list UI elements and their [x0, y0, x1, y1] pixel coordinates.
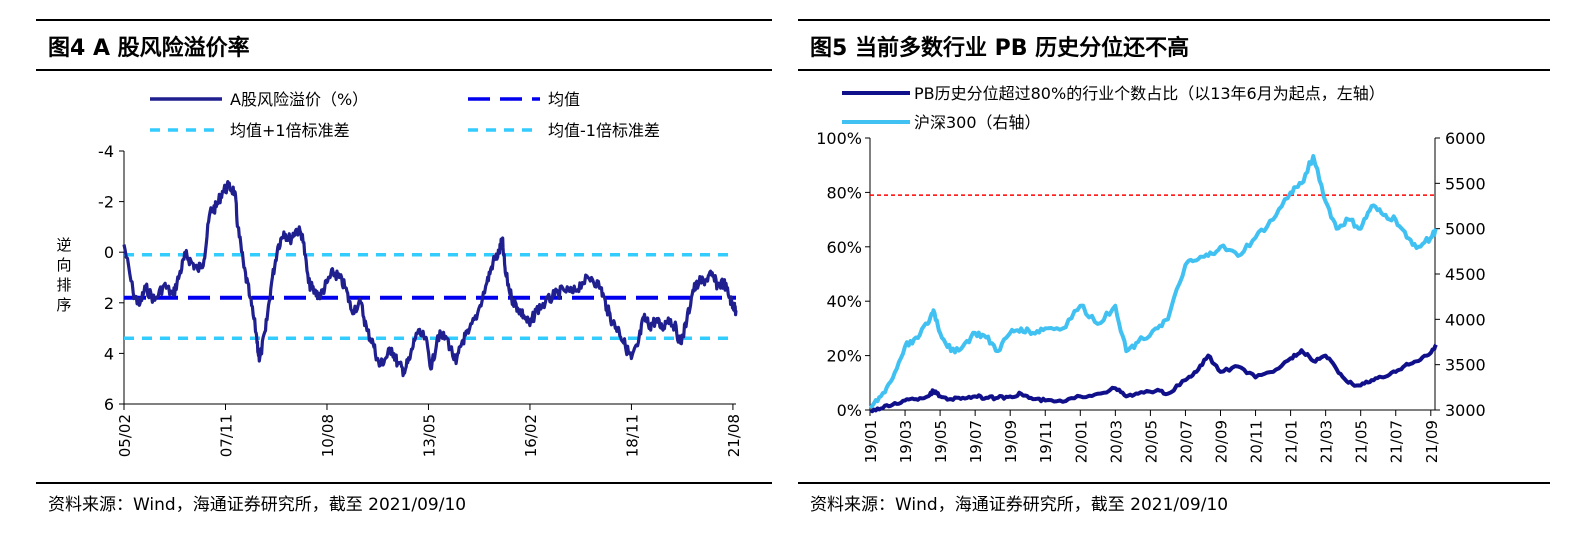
title-top-rule	[798, 19, 1550, 21]
chart-panel-right: 图5 当前多数行业 PB 历史分位还不高 0% 20% 40% 60% 80% 100% 3…	[790, 0, 1577, 540]
legend-label: A股风险溢价（%）	[230, 90, 368, 109]
pb-percentile-chart: 0% 20% 40% 60% 80% 100% 3000 3500 4000 4500 5000 55…	[816, 84, 1486, 463]
y-tick-label: 6	[104, 395, 114, 414]
chart-source: 资料来源：Wind，海通证券研究所，截至 2021/09/10	[810, 495, 1229, 515]
title-top-rule	[36, 19, 772, 21]
chart-panel-left: 图4 A 股风险溢价率 -4 -2 0 2 4 6 05/02 07/11 10/08 13/05…	[36, 19, 772, 515]
x-tick-label: 20/11	[1248, 420, 1266, 463]
y-tick-label: 0%	[837, 401, 862, 420]
y-tick-label: 4	[104, 344, 114, 363]
x-tick-label: 10/08	[319, 414, 337, 457]
x-tick-label: 16/02	[522, 414, 540, 457]
y-tick-label: -2	[98, 193, 114, 212]
y2-tick-label: 4000	[1445, 310, 1486, 329]
legend-label: 沪深300（右轴）	[914, 113, 1041, 132]
y2-tick-label: 5500	[1445, 174, 1486, 193]
x-tick-label: 21/01	[1283, 420, 1301, 463]
y-tick-label: 40%	[826, 292, 862, 311]
x-tick-label: 19/01	[862, 420, 880, 463]
x-tick-label: 20/09	[1212, 420, 1230, 463]
x-tick-label: 19/05	[932, 420, 950, 463]
x-tick-label: 20/07	[1177, 420, 1195, 463]
chart-source: 资料来源：Wind，海通证券研究所，截至 2021/09/10	[48, 495, 467, 515]
x-tick-label: 19/07	[967, 420, 985, 463]
x-tick-label: 07/11	[217, 414, 235, 457]
y2-tick-label: 4500	[1445, 265, 1486, 284]
y-tick-label: 60%	[826, 238, 862, 257]
legend-label: 均值	[548, 90, 580, 109]
x-tick-label: 20/05	[1142, 420, 1160, 463]
x-tick-label: 05/02	[116, 414, 134, 457]
series-line-pb-share	[869, 343, 1438, 414]
y-tick-label: 100%	[816, 129, 862, 148]
legend-label: 均值-1倍标准差	[548, 121, 660, 140]
y2-tick-label: 3500	[1445, 356, 1486, 375]
y-axis-label-char: 排	[56, 276, 71, 294]
y-tick-label: 20%	[826, 347, 862, 366]
title-bottom-rule	[798, 69, 1550, 71]
source-top-rule	[798, 482, 1550, 484]
title-bottom-rule	[36, 69, 772, 71]
series-line-risk-premium	[122, 180, 738, 378]
x-tick-label: 19/03	[897, 420, 915, 463]
x-tick-label: 21/03	[1318, 420, 1336, 463]
y2-tick-label: 3000	[1445, 401, 1486, 420]
series-line-csi300	[868, 154, 1438, 410]
x-tick-label: 18/11	[623, 414, 641, 457]
y-axis-label-char: 向	[56, 256, 71, 274]
y2-tick-label: 5000	[1445, 220, 1486, 239]
x-tick-label: 20/03	[1107, 420, 1125, 463]
x-tick-label: 21/09	[1423, 420, 1441, 463]
source-top-rule	[36, 482, 772, 484]
legend-label: PB历史分位超过80%的行业个数占比（以13年6月为起点，左轴）	[914, 84, 1385, 103]
y2-tick-label: 6000	[1445, 129, 1486, 148]
risk-premium-chart: -4 -2 0 2 4 605/02 07/11 10/08 13/05 16/02 18/11 21…	[56, 90, 743, 457]
x-tick-label: 19/09	[1002, 420, 1020, 463]
x-tick-label: 21/07	[1388, 420, 1406, 463]
chart-title: 图5 当前多数行业 PB 历史分位还不高	[810, 36, 1190, 61]
y-tick-label: 80%	[826, 183, 862, 202]
x-tick-label: 21/05	[1353, 420, 1371, 463]
y-axis-label-char: 逆	[56, 236, 71, 254]
x-tick-label: 20/01	[1072, 420, 1090, 463]
x-tick-label: 13/05	[420, 414, 438, 457]
legend-label: 均值+1倍标准差	[230, 121, 350, 140]
x-tick-label: 21/08	[725, 414, 743, 457]
y-tick-label: -4	[98, 142, 114, 161]
chart-title: 图4 A 股风险溢价率	[48, 36, 250, 61]
x-tick-label: 19/11	[1037, 420, 1055, 463]
y-tick-label: 0	[104, 243, 114, 262]
y-axis-label-char: 序	[56, 296, 71, 314]
y-tick-label: 2	[104, 294, 114, 313]
